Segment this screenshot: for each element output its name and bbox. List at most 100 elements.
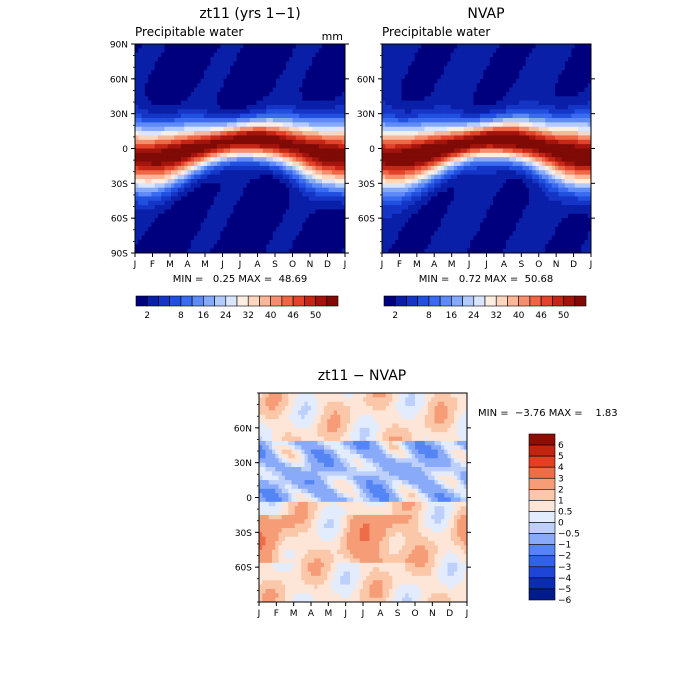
heatmap-cell — [496, 74, 500, 80]
heatmap-cell — [328, 113, 333, 119]
heatmap-cell — [200, 74, 205, 80]
heatmap-cell — [499, 52, 504, 58]
heatmap-cell — [564, 152, 569, 158]
heatmap-cell — [558, 161, 563, 167]
heatmap-cell — [509, 48, 514, 54]
heatmap-cell — [272, 178, 277, 184]
heatmap-cell — [568, 122, 572, 128]
heatmap-cell — [148, 57, 152, 62]
heatmap-cell — [292, 118, 297, 123]
heatmap-cell — [328, 57, 333, 62]
heatmap-cell — [167, 113, 172, 119]
heatmap-cell — [476, 139, 481, 145]
heatmap-cell — [424, 109, 429, 115]
heatmap-cell — [509, 104, 514, 110]
heatmap-cell — [512, 100, 517, 106]
heatmap-cell — [233, 187, 238, 193]
heatmap-cell — [473, 70, 478, 75]
heatmap-cell — [444, 74, 448, 80]
heatmap-cell — [328, 44, 333, 49]
heatmap-cell — [223, 183, 228, 189]
heatmap-cell — [325, 109, 329, 115]
heatmap-cell — [561, 135, 566, 141]
heatmap-cell — [200, 183, 205, 189]
heatmap-cell — [299, 196, 303, 202]
heatmap-cell — [190, 44, 195, 49]
heatmap-cell — [542, 113, 546, 119]
heatmap-cell — [401, 113, 406, 119]
heatmap-cell — [157, 113, 162, 119]
heatmap-cell — [174, 135, 179, 141]
heatmap-cell — [512, 65, 517, 71]
heatmap-cell — [315, 183, 320, 189]
heatmap-cell — [315, 144, 320, 149]
heatmap-cell — [135, 135, 139, 141]
heatmap-cell — [450, 78, 455, 84]
heatmap-cell — [259, 187, 264, 193]
heatmap-cell — [341, 205, 346, 210]
heatmap-cell — [262, 87, 267, 93]
heatmap-cell — [545, 157, 549, 162]
heatmap-cell — [322, 48, 326, 54]
heatmap-cell — [187, 165, 192, 171]
heatmap-cell — [167, 61, 172, 67]
heatmap-cell — [243, 174, 247, 180]
heatmap-cell — [417, 109, 422, 115]
heatmap-cell — [210, 248, 215, 254]
heatmap-cell — [174, 61, 179, 67]
heatmap-cell — [187, 109, 192, 115]
heatmap-cell — [151, 70, 156, 75]
heatmap-cell — [571, 48, 576, 54]
heatmap-cell — [483, 48, 487, 54]
heatmap-cell — [226, 44, 231, 49]
heatmap-cell — [568, 96, 572, 101]
heatmap-cell — [180, 52, 185, 58]
heatmap-cell — [177, 131, 182, 136]
heatmap-cell — [256, 213, 261, 219]
heatmap-cell — [180, 122, 185, 128]
heatmap-cell — [398, 83, 402, 88]
heatmap-cell — [395, 118, 399, 123]
heatmap-cell — [259, 113, 264, 119]
heatmap-cell — [256, 231, 261, 236]
heatmap-cell — [246, 126, 251, 132]
heatmap-cell — [515, 91, 520, 97]
heatmap-cell — [240, 104, 244, 110]
heatmap-cell — [154, 78, 159, 84]
heatmap-cell — [292, 244, 297, 250]
heatmap-cell — [548, 113, 553, 119]
heatmap-cell — [236, 178, 241, 184]
heatmap-cell — [138, 248, 142, 254]
heatmap-cell — [272, 126, 277, 132]
heatmap-cell — [262, 96, 267, 101]
heatmap-cell — [135, 222, 139, 228]
heatmap-cell — [322, 135, 326, 141]
heatmap-cell — [502, 126, 507, 132]
heatmap-cell — [174, 239, 179, 245]
heatmap-cell — [256, 174, 261, 180]
heatmap-cell — [450, 87, 455, 93]
heatmap-cell — [398, 131, 402, 136]
heatmap-cell — [167, 100, 172, 106]
heatmap-cell — [207, 152, 211, 158]
heatmap-cell — [197, 109, 202, 115]
heatmap-cell — [564, 113, 569, 119]
heatmap-cell — [535, 57, 540, 62]
heatmap-cell — [318, 205, 323, 210]
heatmap-cell — [262, 174, 267, 180]
heatmap-cell — [398, 57, 402, 62]
heatmap-cell — [338, 135, 343, 141]
heatmap-cell — [489, 91, 494, 97]
heatmap-cell — [571, 152, 576, 158]
heatmap-cell — [519, 65, 523, 71]
heatmap-cell — [285, 187, 290, 193]
heatmap-cell — [444, 109, 448, 115]
heatmap-cell — [581, 104, 585, 110]
heatmap-cell — [391, 113, 396, 119]
heatmap-cell — [161, 183, 165, 189]
heatmap-cell — [545, 48, 549, 54]
heatmap-cell — [551, 118, 556, 123]
heatmap-cell — [249, 139, 254, 145]
heatmap-cell — [279, 139, 284, 145]
heatmap-cell — [144, 74, 149, 80]
